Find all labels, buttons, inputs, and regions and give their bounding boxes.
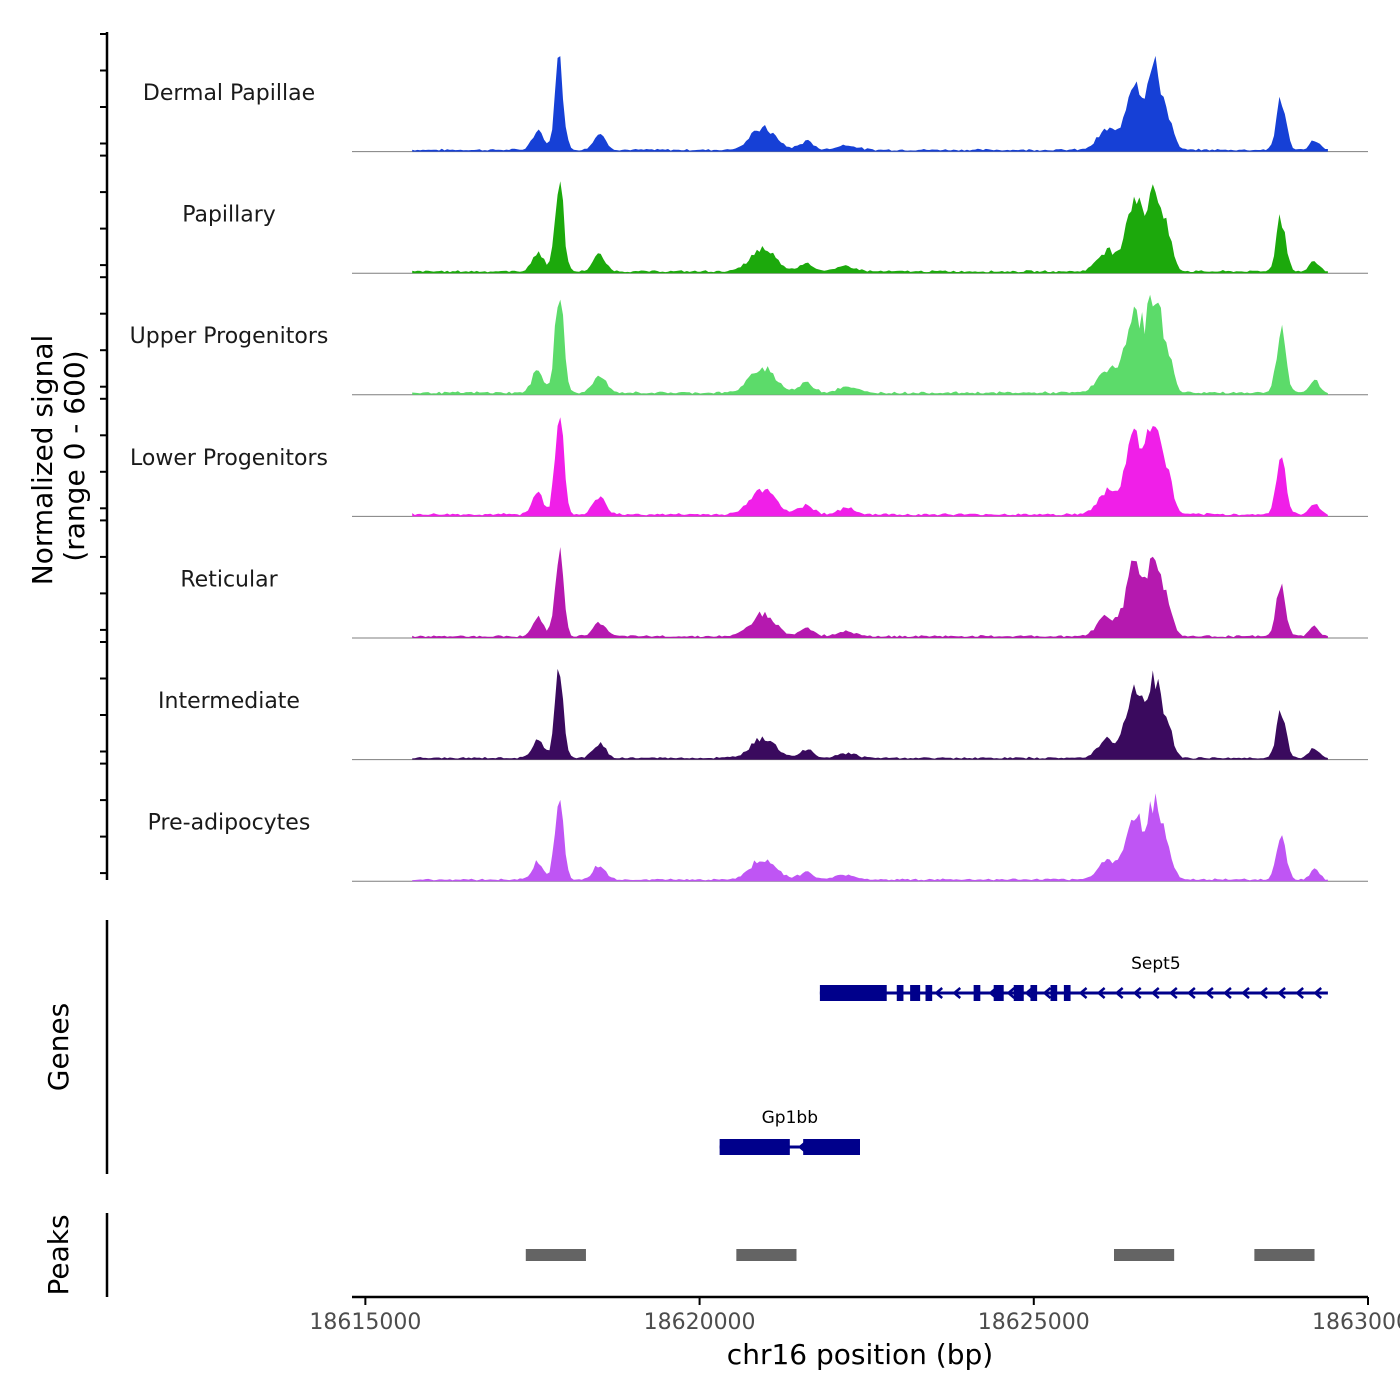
track-label: Papillary [182,203,276,228]
gene-exon [973,985,981,1001]
gene-sept5: Sept5 [819,954,1328,1001]
signal-area-papillary [412,181,1328,274]
track-4: Reticular [180,547,1368,639]
gene-exon [719,1139,790,1155]
x-tick-label: 18615000 [309,1310,421,1335]
gene-exon [896,985,904,1001]
track-label: Pre-adipocytes [148,811,311,836]
track-label: Reticular [180,567,278,592]
strand-arrow [1223,987,1232,999]
strand-arrow [952,987,962,999]
gene-label: Sept5 [1131,954,1181,974]
gene-exon [925,985,933,1001]
peak-region [1114,1249,1175,1261]
strand-arrow [1295,987,1304,999]
track-6: Pre-adipocytes [148,793,1368,882]
x-axis-title: chr16 position (bp) [727,1338,993,1371]
x-axis-ticks: 18615000 18620000 18625000 18630000 [309,1297,1400,1335]
x-tick-label: 18630000 [1312,1310,1400,1335]
strand-arrow [1006,987,1016,999]
strand-arrow [1204,987,1214,999]
strand-arrow [1042,987,1052,999]
y-axis-title-range: (range 0 - 600) [58,350,91,561]
track-0: Dermal Papillae [143,55,1368,153]
gene-exon [803,1139,860,1155]
gene-label: Gp1bb [762,1108,818,1128]
peak-region [1254,1249,1315,1261]
gene-exon [1050,985,1058,1001]
peaks-section-title: Peaks [42,1214,75,1295]
track-label: Lower Progenitors [130,446,328,471]
track-2: Upper Progenitors [130,294,1368,396]
strand-arrow [1114,987,1124,999]
signal-area-pre-adipocytes [412,793,1328,882]
track-label: Dermal Papillae [143,81,315,106]
gene-annotations: Sept5 Gp1bb [719,954,1328,1155]
x-tick-label: 18625000 [978,1310,1090,1335]
track-label: Intermediate [158,689,300,714]
gene-exon [1013,985,1024,1001]
track-5: Intermediate [158,668,1368,761]
signal-area-upper-progenitors [412,294,1328,395]
strand-arrow [1078,987,1088,999]
signal-area-reticular [412,547,1328,638]
y-axis-title: Normalized signal [26,335,59,586]
track-3: Lower Progenitors [130,417,1368,517]
gene-exon [1063,985,1071,1001]
peak-annotations [525,1249,1315,1261]
strand-arrow [1313,987,1323,999]
strand-arrow [1186,987,1196,999]
gene-exon [819,985,887,1001]
track-label: Upper Progenitors [130,324,329,349]
peak-region [525,1249,586,1261]
strand-arrow [1150,987,1160,999]
strand-arrow [1132,987,1142,999]
gene-gp1bb: Gp1bb [719,1108,860,1155]
signal-area-lower-progenitors [412,417,1328,517]
strand-arrow [1096,987,1106,999]
genes-section-title: Genes [42,1003,75,1091]
x-tick-label: 18620000 [644,1310,756,1335]
signal-y-ticks [100,33,107,875]
gene-exon [993,985,1004,1001]
strand-arrow [934,987,944,999]
strand-arrow [1024,987,1034,999]
signal-tracks: Dermal Papillae Papillary Upper Progenitor… [130,55,1368,882]
strand-arrow [1259,987,1268,999]
track-1: Papillary [182,181,1368,274]
gene-exon [910,985,921,1001]
strand-arrow [1241,987,1250,999]
peak-region [736,1249,797,1261]
strand-arrow [1277,987,1286,999]
signal-area-intermediate [412,668,1328,760]
signal-area-dermal-papillae [412,55,1328,152]
strand-arrow [1168,987,1178,999]
gene-exon [1030,985,1038,1001]
